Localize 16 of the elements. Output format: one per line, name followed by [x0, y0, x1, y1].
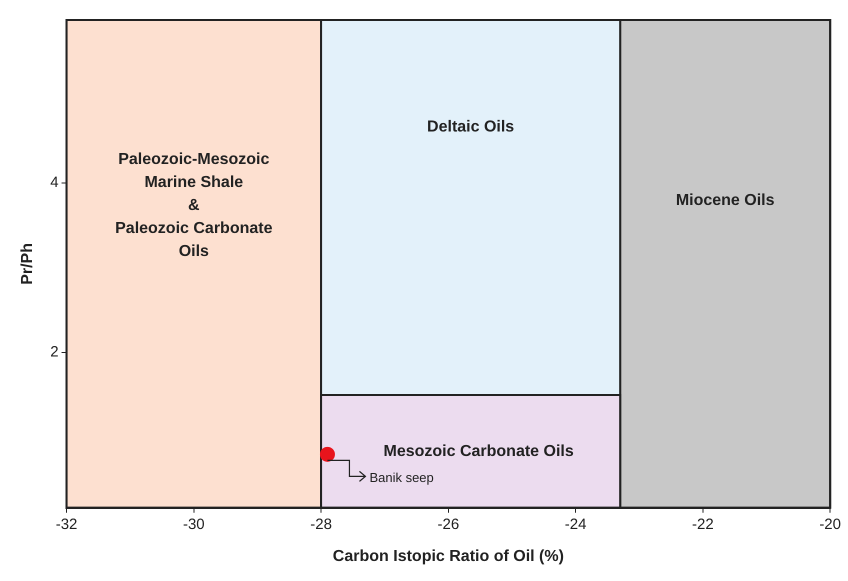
y-tick-label: 4: [50, 174, 59, 192]
y-tick-label: 2: [50, 344, 59, 361]
y-axis-title: Pr/Ph: [19, 243, 36, 285]
x-tick-label: -32: [56, 516, 78, 533]
x-tick-label: -28: [310, 516, 332, 533]
band-label: Paleozoic-Mesozoic Marine Shale & Paleozoic Carbonate Oils: [115, 150, 273, 260]
x-tick-label: -26: [438, 516, 460, 533]
band-label: Mesozoic Carbonate Oils: [383, 442, 574, 460]
x-tick-label: -22: [692, 516, 714, 533]
x-axis-title: Carbon Istopic Ratio of Oil (%): [332, 548, 564, 565]
band-label: Deltaic Oils: [427, 118, 514, 136]
x-tick-label: -20: [819, 516, 842, 533]
x-tick-label: -30: [182, 516, 205, 533]
x-tick-label: -24: [564, 516, 586, 533]
band-label: Miocene Oils: [676, 192, 775, 209]
annotation: Banik seep: [369, 470, 434, 485]
